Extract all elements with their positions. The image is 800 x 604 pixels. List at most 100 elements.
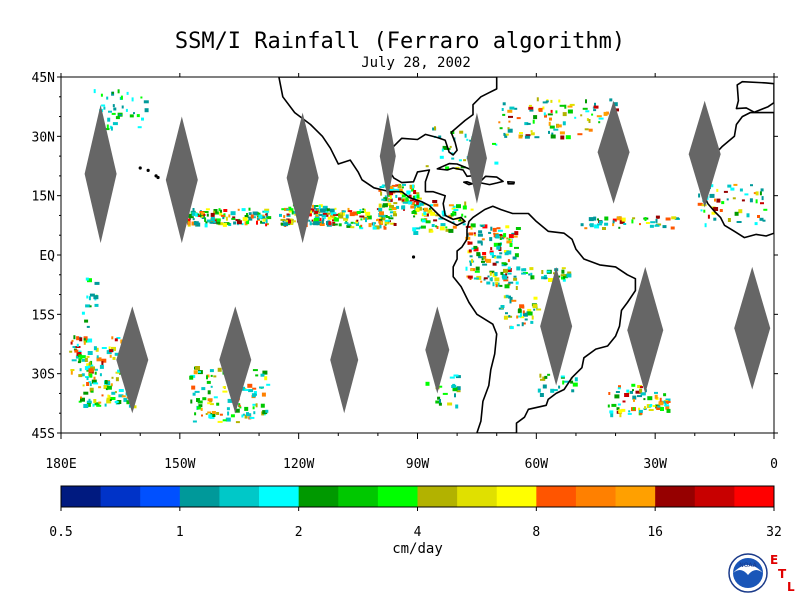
rain-cell: [490, 226, 493, 231]
rain-cell: [366, 215, 372, 220]
rain-cell: [467, 241, 473, 245]
rain-cell: [477, 233, 483, 237]
rain-cell: [508, 238, 511, 241]
rain-cell: [215, 218, 221, 222]
rain-cell: [226, 407, 230, 411]
rain-cell: [118, 394, 124, 398]
rain-cell: [755, 191, 759, 196]
rain-cell: [266, 223, 269, 226]
rain-cell: [574, 116, 577, 119]
rain-cell: [137, 126, 142, 129]
rain-cell: [110, 126, 113, 131]
rain-cell: [505, 312, 508, 315]
rain-cell: [596, 115, 602, 118]
rain-cell: [202, 397, 207, 401]
rain-cell: [513, 235, 518, 238]
rain-cell: [527, 311, 533, 316]
rain-cell: [618, 385, 621, 389]
rain-cell: [631, 219, 634, 224]
rain-cell: [96, 355, 99, 359]
rain-cell: [469, 255, 473, 258]
rain-cell: [385, 216, 390, 218]
rain-cell: [388, 217, 394, 220]
rain-cell: [393, 202, 398, 205]
rain-cell: [589, 223, 594, 228]
rain-cell: [213, 396, 218, 399]
rain-cell: [482, 263, 488, 266]
rain-cell: [761, 196, 764, 201]
rain-cell: [534, 136, 540, 139]
rain-cell: [541, 270, 544, 274]
rain-cell: [522, 322, 526, 325]
rain-cell: [83, 391, 89, 395]
rain-cell: [222, 386, 225, 389]
rain-cell: [90, 389, 94, 393]
rain-cell: [697, 202, 703, 206]
rain-cell: [190, 399, 193, 404]
rain-cell: [234, 408, 240, 413]
rain-cell: [86, 377, 89, 381]
rain-cell: [255, 374, 259, 377]
rain-cell: [248, 413, 252, 417]
rain-cell: [86, 355, 90, 358]
rain-cell: [513, 275, 517, 278]
rain-cell: [622, 400, 626, 403]
rain-cell: [503, 268, 508, 273]
rain-cell: [637, 385, 643, 388]
rain-cell: [519, 304, 525, 309]
rain-cell: [650, 221, 656, 224]
rain-cell: [663, 393, 667, 397]
rain-cell: [452, 221, 455, 224]
rain-cell: [458, 159, 462, 162]
rain-cell: [489, 271, 492, 276]
colorbar-segment: [377, 486, 418, 507]
rain-cell: [525, 134, 531, 137]
rain-cell: [218, 222, 224, 226]
lat-tick-label: 15N: [32, 190, 55, 205]
rain-cell: [79, 337, 83, 342]
rain-cell: [374, 225, 380, 230]
rain-cell: [633, 398, 635, 402]
rain-cell: [423, 207, 428, 212]
etl-letter-l: L: [787, 580, 795, 594]
rain-cell: [246, 213, 248, 215]
rain-cell: [419, 202, 424, 206]
rain-cell: [438, 402, 442, 406]
rain-cell: [260, 403, 265, 408]
rain-cell: [559, 131, 565, 135]
rain-cell: [494, 272, 498, 276]
rain-cell: [421, 219, 426, 223]
rain-cell: [408, 194, 412, 198]
rain-cell: [499, 238, 502, 240]
rain-cell: [193, 370, 198, 375]
rain-cell: [536, 97, 539, 102]
rain-cell: [550, 109, 553, 113]
rain-cell: [379, 211, 384, 216]
rain-cell: [450, 213, 454, 217]
rain-cell: [433, 203, 439, 207]
rain-cell: [456, 390, 461, 393]
rain-cell: [314, 210, 319, 214]
rain-cell: [393, 210, 397, 214]
rain-cell: [647, 396, 653, 401]
rain-cell: [586, 118, 589, 122]
noaa-logo: NOAA: [728, 553, 768, 593]
rain-cell: [256, 220, 258, 225]
rain-cell: [210, 374, 213, 377]
rain-cell: [209, 221, 214, 224]
rain-cell: [440, 223, 446, 227]
rain-cell: [117, 369, 123, 373]
rain-cell: [265, 409, 269, 413]
rain-cell: [389, 204, 394, 208]
rain-cell: [665, 217, 671, 221]
rain-cell: [451, 207, 456, 210]
rain-cell: [401, 194, 406, 198]
rain-cell: [378, 203, 382, 208]
rain-cell: [265, 213, 268, 216]
rain-cell: [262, 370, 268, 375]
rain-cell: [242, 413, 245, 416]
rain-cell: [207, 390, 211, 395]
rain-cell: [85, 304, 91, 308]
rain-cell: [539, 373, 542, 378]
rain-cell: [520, 312, 522, 317]
